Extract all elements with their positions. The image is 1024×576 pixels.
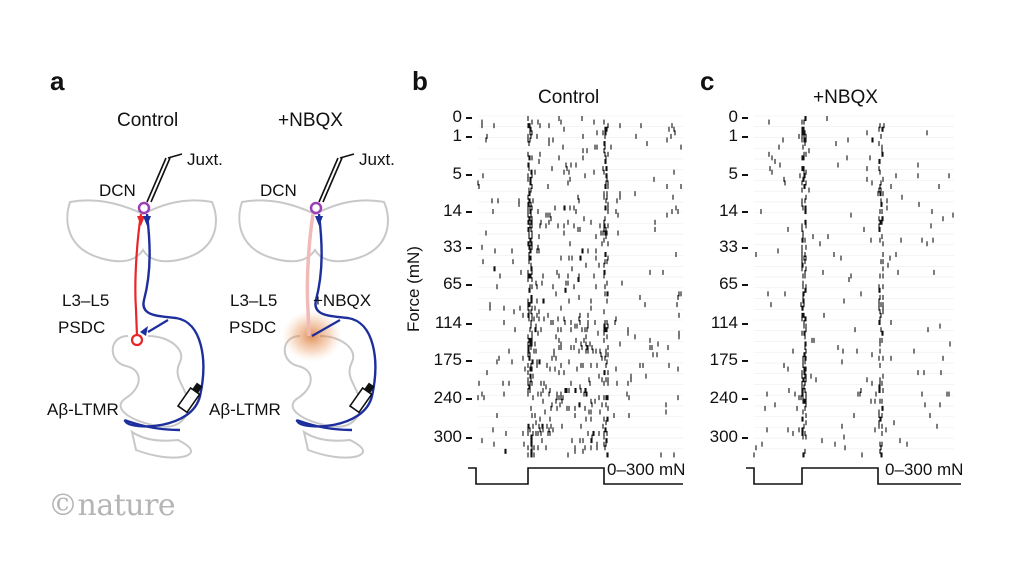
psdc-cell (130, 333, 144, 347)
force-c-tick-0: 0 (728, 107, 738, 126)
juxt-label-nbqx: Juxt. (359, 150, 395, 169)
ab-ltmr-arrowhead (143, 216, 151, 226)
ab-ltmr-label-control: Aβ-LTMR (47, 400, 119, 419)
force-b-tick-mark (466, 284, 472, 286)
nature-watermark: ©nature (48, 488, 176, 523)
panel-a-nbqx-title: +NBQX (278, 110, 343, 131)
force-b-tick-mark (466, 323, 472, 325)
force-b-tick-33: 33 (443, 237, 462, 256)
psdc-label-nbqx: PSDC (229, 318, 277, 337)
force-b-tick-65: 65 (443, 274, 462, 293)
stimulus-step (468, 467, 683, 485)
ab-ltmr-pathway (123, 213, 205, 432)
panel-a-control-title: Control (117, 110, 179, 131)
force-c-tick-5: 5 (728, 164, 738, 183)
force-c-tick-mark (742, 437, 748, 439)
force-c-tick-14: 14 (719, 201, 738, 220)
stimulus-trace-control (468, 467, 683, 485)
force-b-tick-mark (466, 136, 472, 138)
l3l5-label-control: L3–L5 (62, 291, 110, 310)
stim-label-nbqx: 0–300 mN (885, 460, 964, 479)
force-c-tick-mark (742, 211, 748, 213)
panel-b-title: Control (538, 87, 600, 108)
dcn-cell (137, 201, 151, 215)
y-axis-label: Force (mN) (404, 246, 423, 332)
force-c-tick-mark (742, 360, 748, 362)
l3l5-label-nbqx: L3–L5 (230, 291, 278, 310)
force-c-tick-114: 114 (710, 313, 738, 332)
panel-b-letter: b (412, 66, 428, 96)
force-b-tick-14: 14 (443, 201, 462, 220)
psdc-label-control: PSDC (58, 318, 106, 337)
force-c-tick-mark (742, 174, 748, 176)
skin-outline (130, 429, 193, 459)
stimulus-trace-nbqx (746, 467, 961, 485)
force-b-tick-114: 114 (434, 313, 462, 332)
force-b-tick-mark (466, 437, 472, 439)
nbqx-site-label: +NBQX (313, 291, 372, 310)
psdc-pathway (134, 213, 143, 337)
ab-collateral-arrowhead (140, 326, 148, 336)
spinal-outline (111, 335, 190, 428)
force-b-tick-mark (466, 117, 472, 119)
force-b-tick-mark (466, 211, 472, 213)
dcn-label-control: DCN (99, 181, 136, 200)
juxt-electrode (146, 157, 171, 203)
psdc-pathway-blocked (305, 213, 315, 337)
force-c-tick-mark (742, 117, 748, 119)
panel-c-title: +NBQX (813, 87, 878, 108)
nbqx-diagram (238, 153, 389, 459)
control-diagram (66, 153, 217, 459)
force-c-tick-mark (742, 323, 748, 325)
force-c-tick-175: 175 (709, 350, 738, 369)
pathway-diagram (66, 153, 389, 459)
force-b-tick-5: 5 (452, 164, 462, 183)
force-b-tick-175: 175 (433, 350, 462, 369)
force-b-tick-1: 1 (452, 126, 462, 145)
force-c-tick-1: 1 (728, 126, 738, 145)
panel-c-letter: c (700, 66, 715, 96)
force-b-tick-mark (466, 247, 472, 249)
force-b-tick-240: 240 (433, 388, 462, 407)
raster-nbqx (753, 115, 954, 458)
dcn-label-nbqx: DCN (260, 181, 297, 200)
ab-ltmr-label-nbqx: Aβ-LTMR (209, 400, 281, 419)
force-b-tick-300: 300 (433, 427, 462, 446)
force-c-tick-mark (742, 136, 748, 138)
psdc-arrowhead (137, 216, 145, 226)
force-c-tick-33: 33 (719, 237, 738, 256)
raster-control (477, 115, 683, 458)
stim-label-control: 0–300 mN (607, 460, 686, 479)
stimulus-step (746, 467, 961, 485)
force-c-tick-300: 300 (709, 427, 738, 446)
force-b-tick-0: 0 (452, 107, 462, 126)
force-b-tick-mark (466, 398, 472, 400)
stimulator-icon (176, 382, 203, 414)
juxt-label-control: Juxt. (187, 150, 223, 169)
force-c-tick-mark (742, 284, 748, 286)
force-c-tick-65: 65 (719, 274, 738, 293)
force-c-tick-mark (742, 398, 748, 400)
force-b-tick-mark (466, 174, 472, 176)
force-c-tick-240: 240 (709, 388, 738, 407)
panel-a-letter: a (50, 66, 65, 96)
force-b-tick-mark (466, 360, 472, 362)
force-c-tick-mark (742, 247, 748, 249)
